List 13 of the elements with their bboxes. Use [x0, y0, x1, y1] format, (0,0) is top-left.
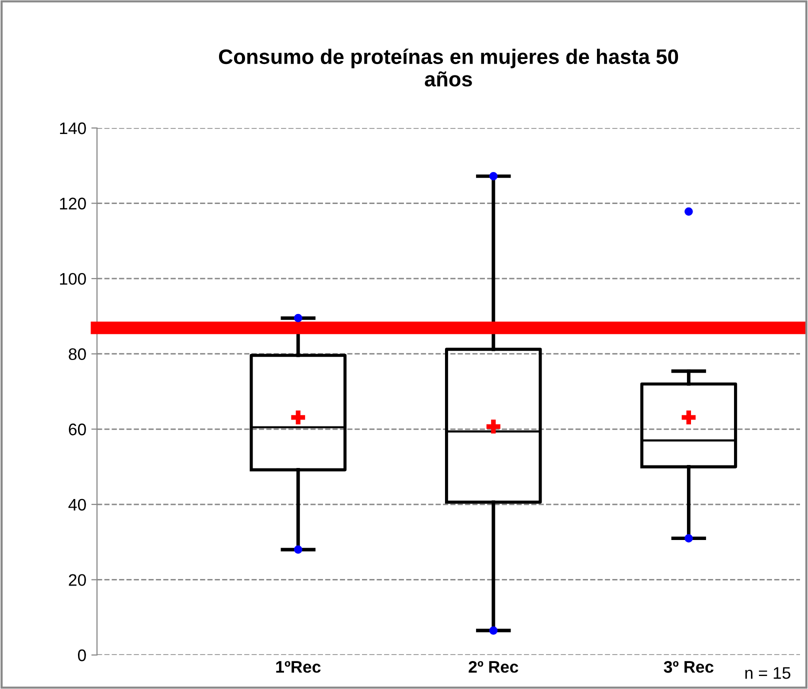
y-tick-label: 0 [78, 649, 86, 662]
x-tick-label: 2º Rec [468, 660, 518, 673]
y-tick-label: 60 [68, 424, 86, 436]
y-tick-label: 80 [68, 348, 86, 360]
y-tick-label: 20 [68, 574, 86, 586]
y-tick-label: 40 [68, 498, 86, 511]
text: n = 15 [745, 667, 790, 679]
y-tick-label: 120 [60, 198, 86, 210]
y-tick-label: 100 [60, 272, 86, 285]
x-tick-label: 1ºRec [276, 661, 321, 673]
y-tick-label: 140 [60, 122, 86, 134]
chart-title: Consumo de proteínas en mujeres de hasta 50 años [218, 48, 678, 87]
x-tick-label: 3º Rec [664, 660, 714, 673]
